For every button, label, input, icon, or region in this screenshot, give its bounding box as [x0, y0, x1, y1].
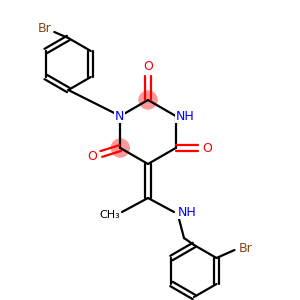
Text: O: O [143, 61, 153, 74]
Text: O: O [202, 142, 212, 154]
Text: CH₃: CH₃ [100, 210, 120, 220]
Circle shape [111, 139, 129, 157]
Text: NH: NH [178, 206, 196, 218]
Text: Br: Br [238, 242, 252, 254]
Text: N: N [115, 110, 124, 122]
Text: NH: NH [175, 110, 194, 122]
Text: Br: Br [38, 22, 51, 35]
Text: O: O [87, 151, 97, 164]
Circle shape [139, 91, 157, 109]
